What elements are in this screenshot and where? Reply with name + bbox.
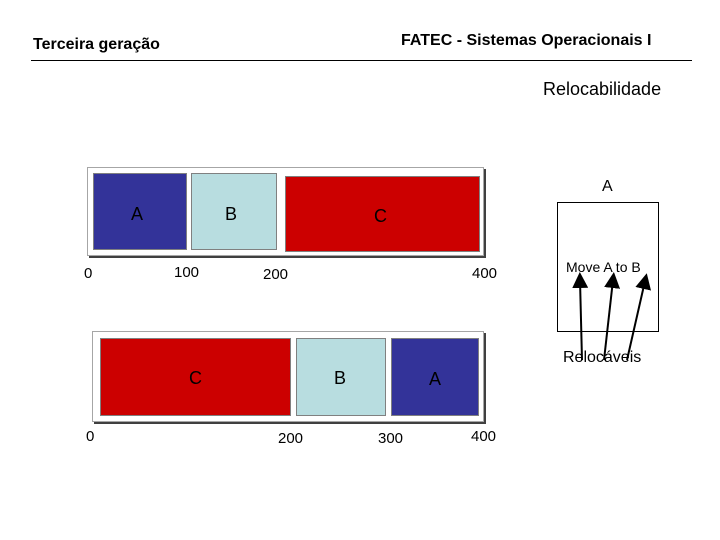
- top-tick-0: 0: [84, 265, 93, 282]
- top-tick-100: 100: [174, 264, 200, 281]
- bottom-tick-300: 300: [378, 430, 404, 447]
- top-segment-c-label: C: [374, 206, 387, 226]
- top-segment-a: [93, 173, 187, 250]
- top-segment-b: [191, 173, 277, 250]
- header-right-title: FATEC - Sistemas Operacionais I: [401, 32, 652, 49]
- bottom-tick-200: 200: [278, 430, 304, 447]
- bottom-tick-400: 400: [471, 428, 497, 445]
- side-panel-move-label: Move A to B: [566, 259, 641, 275]
- top-segment-b-label: B: [225, 204, 238, 224]
- top-segment-a-label: A: [131, 204, 144, 224]
- header-left-title: Terceira geração: [33, 36, 160, 53]
- bottom-segment-a: [391, 338, 479, 416]
- bottom-segment-a-label: A: [429, 369, 442, 389]
- side-panel-relocatable-label: Relocáveis: [563, 349, 642, 366]
- bottom-segment-b: [296, 338, 386, 416]
- bottom-tick-0: 0: [86, 428, 95, 445]
- header-divider: [31, 60, 692, 61]
- bottom-memory-panel: [92, 331, 484, 422]
- top-tick-200: 200: [263, 266, 289, 283]
- top-segment-c: [285, 176, 480, 252]
- bottom-segment-b-label: B: [334, 368, 347, 388]
- bottom-segment-c: [100, 338, 291, 416]
- page-subtitle: Relocabilidade: [543, 79, 662, 99]
- top-tick-400: 400: [472, 265, 498, 282]
- bottom-segment-c-label: C: [189, 368, 202, 388]
- top-memory-panel: [87, 167, 484, 256]
- side-panel-top-label: A: [602, 178, 613, 195]
